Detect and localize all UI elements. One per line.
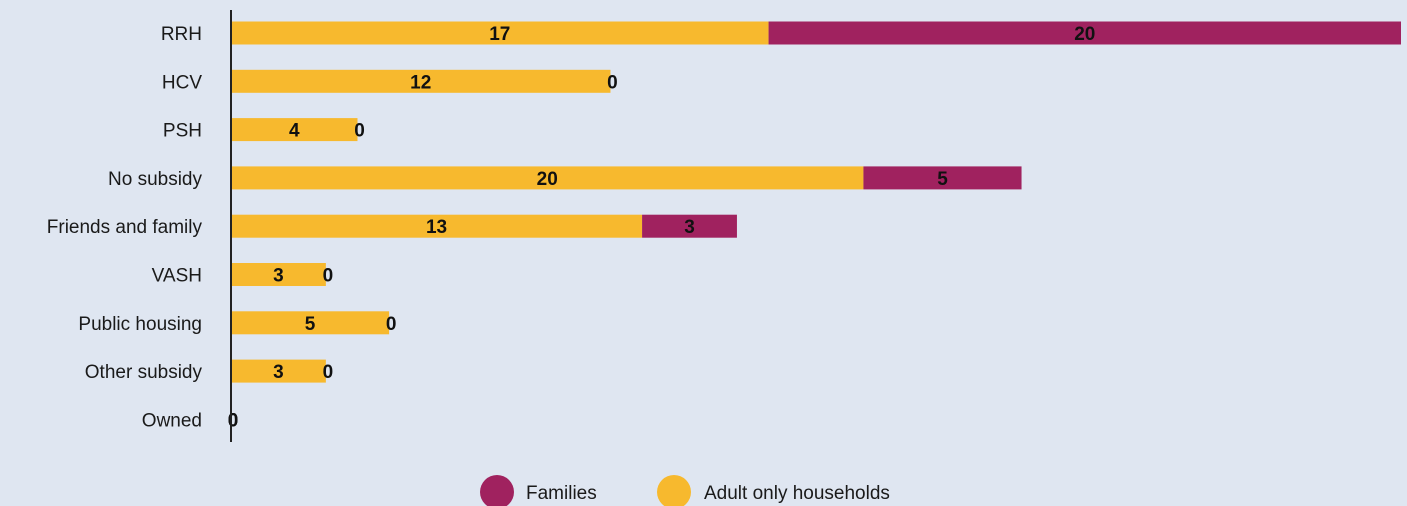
category-label: Public housing — [78, 314, 202, 335]
legend-label: Adult only households — [704, 483, 890, 504]
category-label: Owned — [142, 410, 202, 431]
legend-label: Families — [526, 483, 597, 504]
value-label: 5 — [937, 169, 948, 190]
bar-segment — [231, 69, 611, 93]
value-label: 0 — [386, 314, 397, 335]
value-label: 0 — [228, 410, 239, 431]
value-label: 17 — [489, 24, 510, 45]
category-labels-group: RRH HCV PSH No subsidy Friends and family VAS… — [47, 24, 203, 431]
value-label: 0 — [354, 121, 365, 142]
category-label: Friends and family — [47, 217, 203, 238]
legend-swatch — [657, 475, 691, 506]
bar-segment — [642, 214, 737, 238]
category-label: Other subsidy — [85, 362, 203, 383]
bar-segment — [231, 214, 643, 238]
bar-segment — [231, 263, 326, 286]
value-label: 3 — [273, 266, 284, 287]
bar-segment — [231, 166, 864, 190]
category-label: PSH — [163, 121, 202, 142]
value-label: 13 — [426, 217, 447, 238]
bar-segment — [231, 359, 326, 383]
bar-segment — [231, 21, 769, 45]
value-label: 0 — [323, 362, 334, 383]
value-label: 0 — [323, 266, 334, 287]
bar-segment — [768, 21, 1401, 45]
value-label: 3 — [273, 362, 284, 383]
legend: Families Adult only households — [480, 475, 890, 506]
value-label: 0 — [228, 410, 239, 431]
legend-swatch — [480, 475, 514, 506]
value-label: 12 — [410, 72, 431, 93]
bar-segment — [231, 311, 390, 335]
value-label: 4 — [289, 121, 300, 142]
bar-segment — [231, 118, 358, 142]
value-label: 5 — [305, 314, 316, 335]
value-label: 3 — [684, 217, 695, 238]
category-label: No subsidy — [108, 169, 202, 190]
bar-segment — [863, 166, 1022, 190]
category-label: RRH — [161, 24, 202, 45]
category-label: HCV — [162, 72, 202, 93]
value-label: 20 — [537, 169, 558, 190]
value-label: 0 — [607, 72, 618, 93]
value-label: 20 — [1074, 24, 1095, 45]
bars-group — [231, 21, 1401, 383]
category-label: VASH — [152, 266, 202, 287]
